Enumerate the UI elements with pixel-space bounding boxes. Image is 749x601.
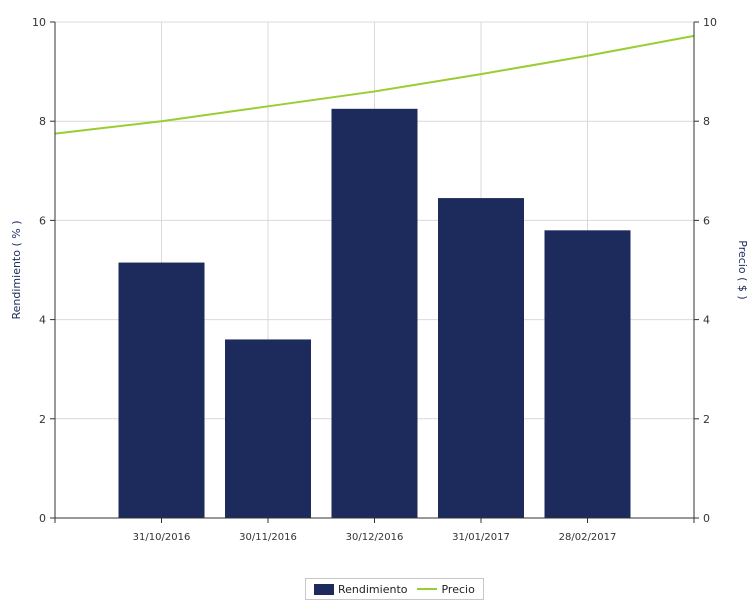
y-tick-label-0: 0 xyxy=(39,512,46,525)
legend-swatch-precio xyxy=(417,588,438,590)
legend-swatch-rendimiento xyxy=(314,583,334,595)
y2-tick-label-0: 0 xyxy=(703,512,710,525)
x-tick-label-3: 31/01/2017 xyxy=(452,532,510,543)
y2-tick-label-2: 4 xyxy=(703,314,710,327)
line-series xyxy=(54,34,695,135)
precio-line xyxy=(54,34,695,135)
tick-labels: 0 2 4 6 8 10 0 2 4 6 8 10 31/10/2016 30/11/2016 30/12/… xyxy=(32,16,717,543)
x-tick-label-0: 31/10/2016 xyxy=(133,532,191,543)
legend-label-rendimiento: Rendimiento xyxy=(338,582,408,596)
y2-tick-label-4: 8 xyxy=(703,115,710,128)
y-axis-title: Rendimiento ( % ) xyxy=(10,220,23,319)
bar-4 xyxy=(544,230,631,518)
bar-series xyxy=(118,108,631,519)
x-tick-label-2: 30/12/2016 xyxy=(346,532,404,543)
y-tick-label-5: 10 xyxy=(32,16,46,29)
legend-item-precio: Precio xyxy=(417,582,475,596)
x-tick-label-1: 30/11/2016 xyxy=(239,532,297,543)
bar-0 xyxy=(118,262,205,518)
y2-axis-title: Precio ( $ ) xyxy=(736,240,749,299)
y-tick-label-4: 8 xyxy=(39,115,46,128)
y2-tick-label-3: 6 xyxy=(703,214,710,227)
axes xyxy=(50,21,699,523)
bar-1 xyxy=(225,339,311,518)
bar-2 xyxy=(331,108,418,519)
bar-3 xyxy=(438,198,524,518)
y-tick-label-1: 2 xyxy=(39,413,46,426)
y-tick-label-3: 6 xyxy=(39,214,46,227)
y2-tick-label-1: 2 xyxy=(703,413,710,426)
y-tick-label-2: 4 xyxy=(39,314,46,327)
legend-label-precio: Precio xyxy=(441,582,475,596)
y2-tick-label-5: 10 xyxy=(703,16,717,29)
legend: Rendimiento Precio xyxy=(305,578,484,600)
legend-item-rendimiento: Rendimiento xyxy=(314,583,407,596)
x-tick-label-4: 28/02/2017 xyxy=(559,532,617,543)
